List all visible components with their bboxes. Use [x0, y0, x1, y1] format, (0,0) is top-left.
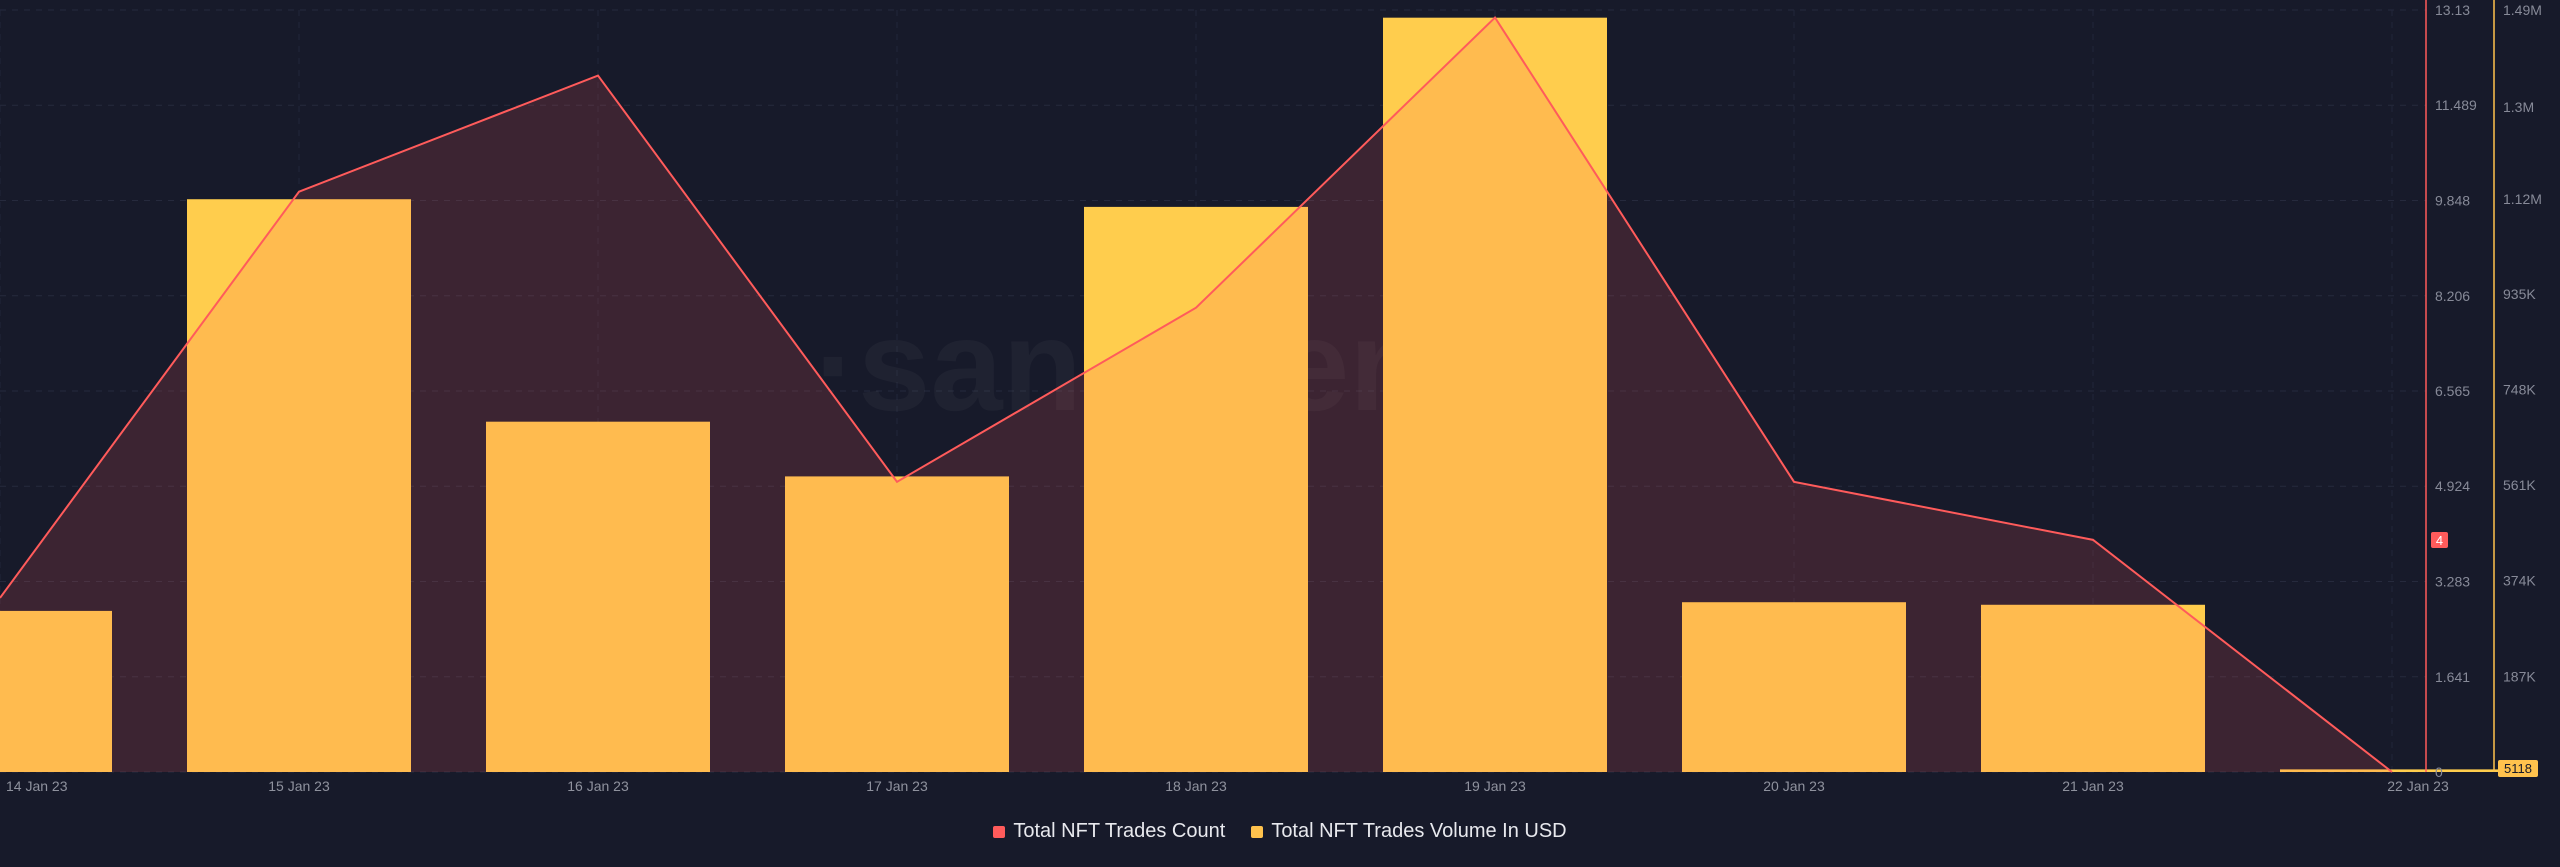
x-tick-label: 14 Jan 23 — [6, 778, 68, 794]
legend-label-trades-volume: Total NFT Trades Volume In USD — [1271, 820, 1567, 842]
volume-bar — [0, 610, 112, 772]
x-tick-label: 17 Jan 23 — [866, 778, 928, 794]
right-tick-label: 935K — [2503, 286, 2536, 302]
left-tick-label: 11.489 — [2435, 97, 2477, 113]
right-axis: 187K 374K 561K 748K 935K 1.12M 1.3M 1.49M 5118 — [2493, 0, 2542, 777]
left-tick-label: 13.13 — [2435, 2, 2470, 18]
legend-swatch-trades-count — [993, 825, 1006, 838]
x-tick-label: 22 Jan 23 — [2387, 778, 2449, 794]
right-tick-label: 1.12M — [2503, 191, 2542, 207]
left-tick-label: 0 — [2435, 764, 2443, 780]
left-tick-label: 8.206 — [2435, 288, 2470, 304]
volume-bar — [1981, 604, 2205, 772]
volume-bar — [785, 476, 1009, 772]
x-tick-label: 16 Jan 23 — [567, 778, 629, 794]
right-tick-label: 374K — [2503, 573, 2536, 589]
x-tick-label: 20 Jan 23 — [1763, 778, 1825, 794]
x-tick-label: 18 Jan 23 — [1165, 778, 1227, 794]
left-tick-label: 4.924 — [2435, 478, 2470, 494]
legend: Total NFT Trades Count Total NFT Trades … — [0, 820, 2560, 843]
left-value-badge — [2431, 532, 2448, 548]
left-tick-label: 3.283 — [2435, 573, 2470, 589]
right-value-badge — [2498, 760, 2538, 777]
right-tick-label: 1.49M — [2503, 2, 2542, 18]
right-value-badge-label: 5118 — [2504, 761, 2532, 776]
volume-bars — [0, 17, 2504, 772]
trades-count-fill — [0, 17, 2392, 772]
trades-count-area — [0, 15, 2393, 773]
volume-bar — [1682, 602, 1906, 772]
x-axis: 14 Jan 23 15 Jan 23 16 Jan 23 17 Jan 23 18 J… — [6, 778, 2449, 794]
left-axis: 0 1.641 3.283 4.924 6.565 8.206 9.848 11.489 13.… — [2425, 0, 2477, 780]
legend-label-trades-count: Total NFT Trades Count — [1013, 820, 1226, 842]
volume-bar — [1084, 206, 1308, 772]
left-value-badge-label: 4 — [2436, 533, 2443, 548]
legend-item-trades-count[interactable]: Total NFT Trades Count — [993, 820, 1225, 843]
legend-item-trades-volume[interactable]: Total NFT Trades Volume In USD — [1251, 820, 1567, 843]
volume-bar — [486, 421, 710, 772]
left-tick-label: 9.848 — [2435, 192, 2470, 208]
left-tick-label: 6.565 — [2435, 383, 2470, 399]
x-tick-label: 15 Jan 23 — [268, 778, 330, 794]
volume-bar — [2280, 769, 2504, 772]
right-tick-label: 187K — [2503, 668, 2536, 684]
legend-swatch-trades-volume — [1251, 825, 1264, 838]
right-tick-label: 561K — [2503, 477, 2536, 493]
volume-bar — [1383, 17, 1607, 772]
right-tick-label: 1.3M — [2503, 99, 2534, 115]
x-tick-label: 21 Jan 23 — [2062, 778, 2124, 794]
trades-count-line — [0, 15, 2393, 773]
left-tick-label: 1.641 — [2435, 669, 2470, 685]
x-tick-label: 19 Jan 23 — [1464, 778, 1526, 794]
right-tick-label: 748K — [2503, 381, 2536, 397]
